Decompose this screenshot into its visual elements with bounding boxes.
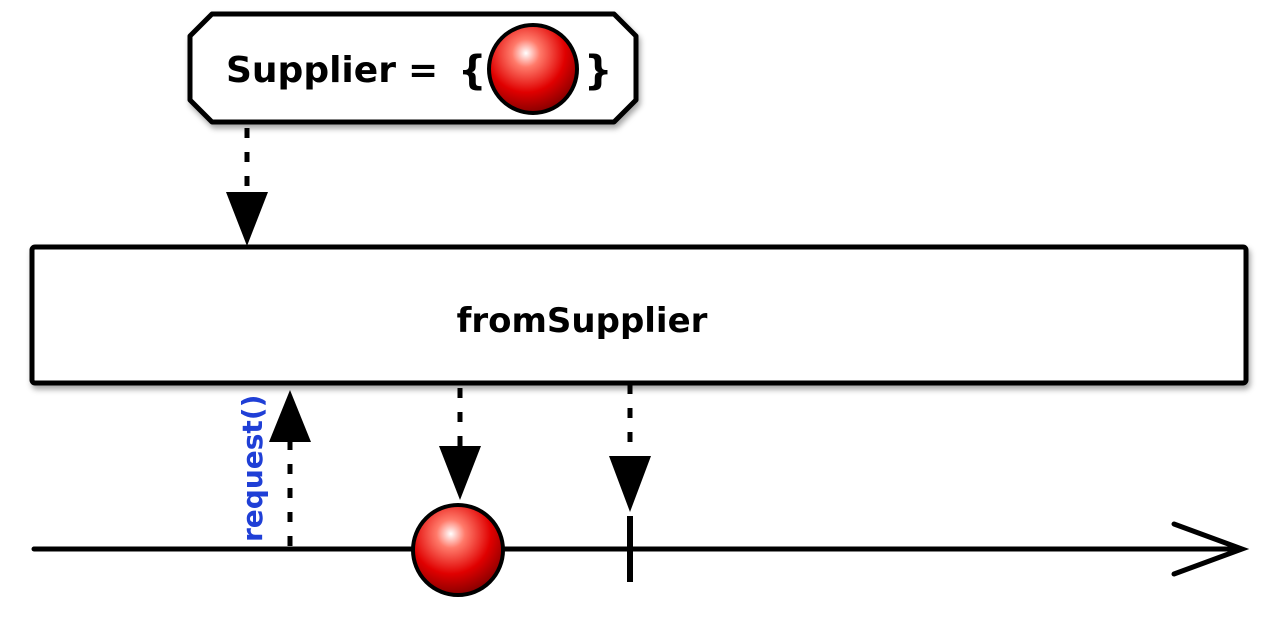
arrow-down-icon — [609, 456, 651, 512]
emission-arrow — [439, 388, 481, 500]
supplier-marble-icon — [487, 23, 579, 115]
supplier-brace-close: } — [584, 48, 612, 94]
arrow-down-icon — [226, 192, 268, 246]
request-label: request() — [236, 395, 269, 542]
output-timeline — [31, 503, 1250, 597]
operator-box-shape — [29, 244, 1249, 386]
arrow-down-icon — [439, 446, 481, 500]
supplier-equals: = — [408, 50, 438, 91]
emitted-marble-icon — [411, 503, 505, 597]
supplier-to-operator-arrow — [226, 128, 268, 246]
completion-arrow — [609, 384, 651, 512]
operator-label: fromSupplier — [457, 301, 708, 341]
request-arrow: request() — [236, 390, 311, 546]
supplier-label: Supplier — [226, 50, 396, 91]
timeline-arrowhead-icon — [1171, 521, 1250, 577]
supplier-brace-open: { — [458, 48, 486, 94]
supplier-box: Supplier = { } — [187, 11, 639, 125]
operator-box: fromSupplier — [29, 244, 1249, 386]
arrow-up-icon — [269, 390, 311, 442]
